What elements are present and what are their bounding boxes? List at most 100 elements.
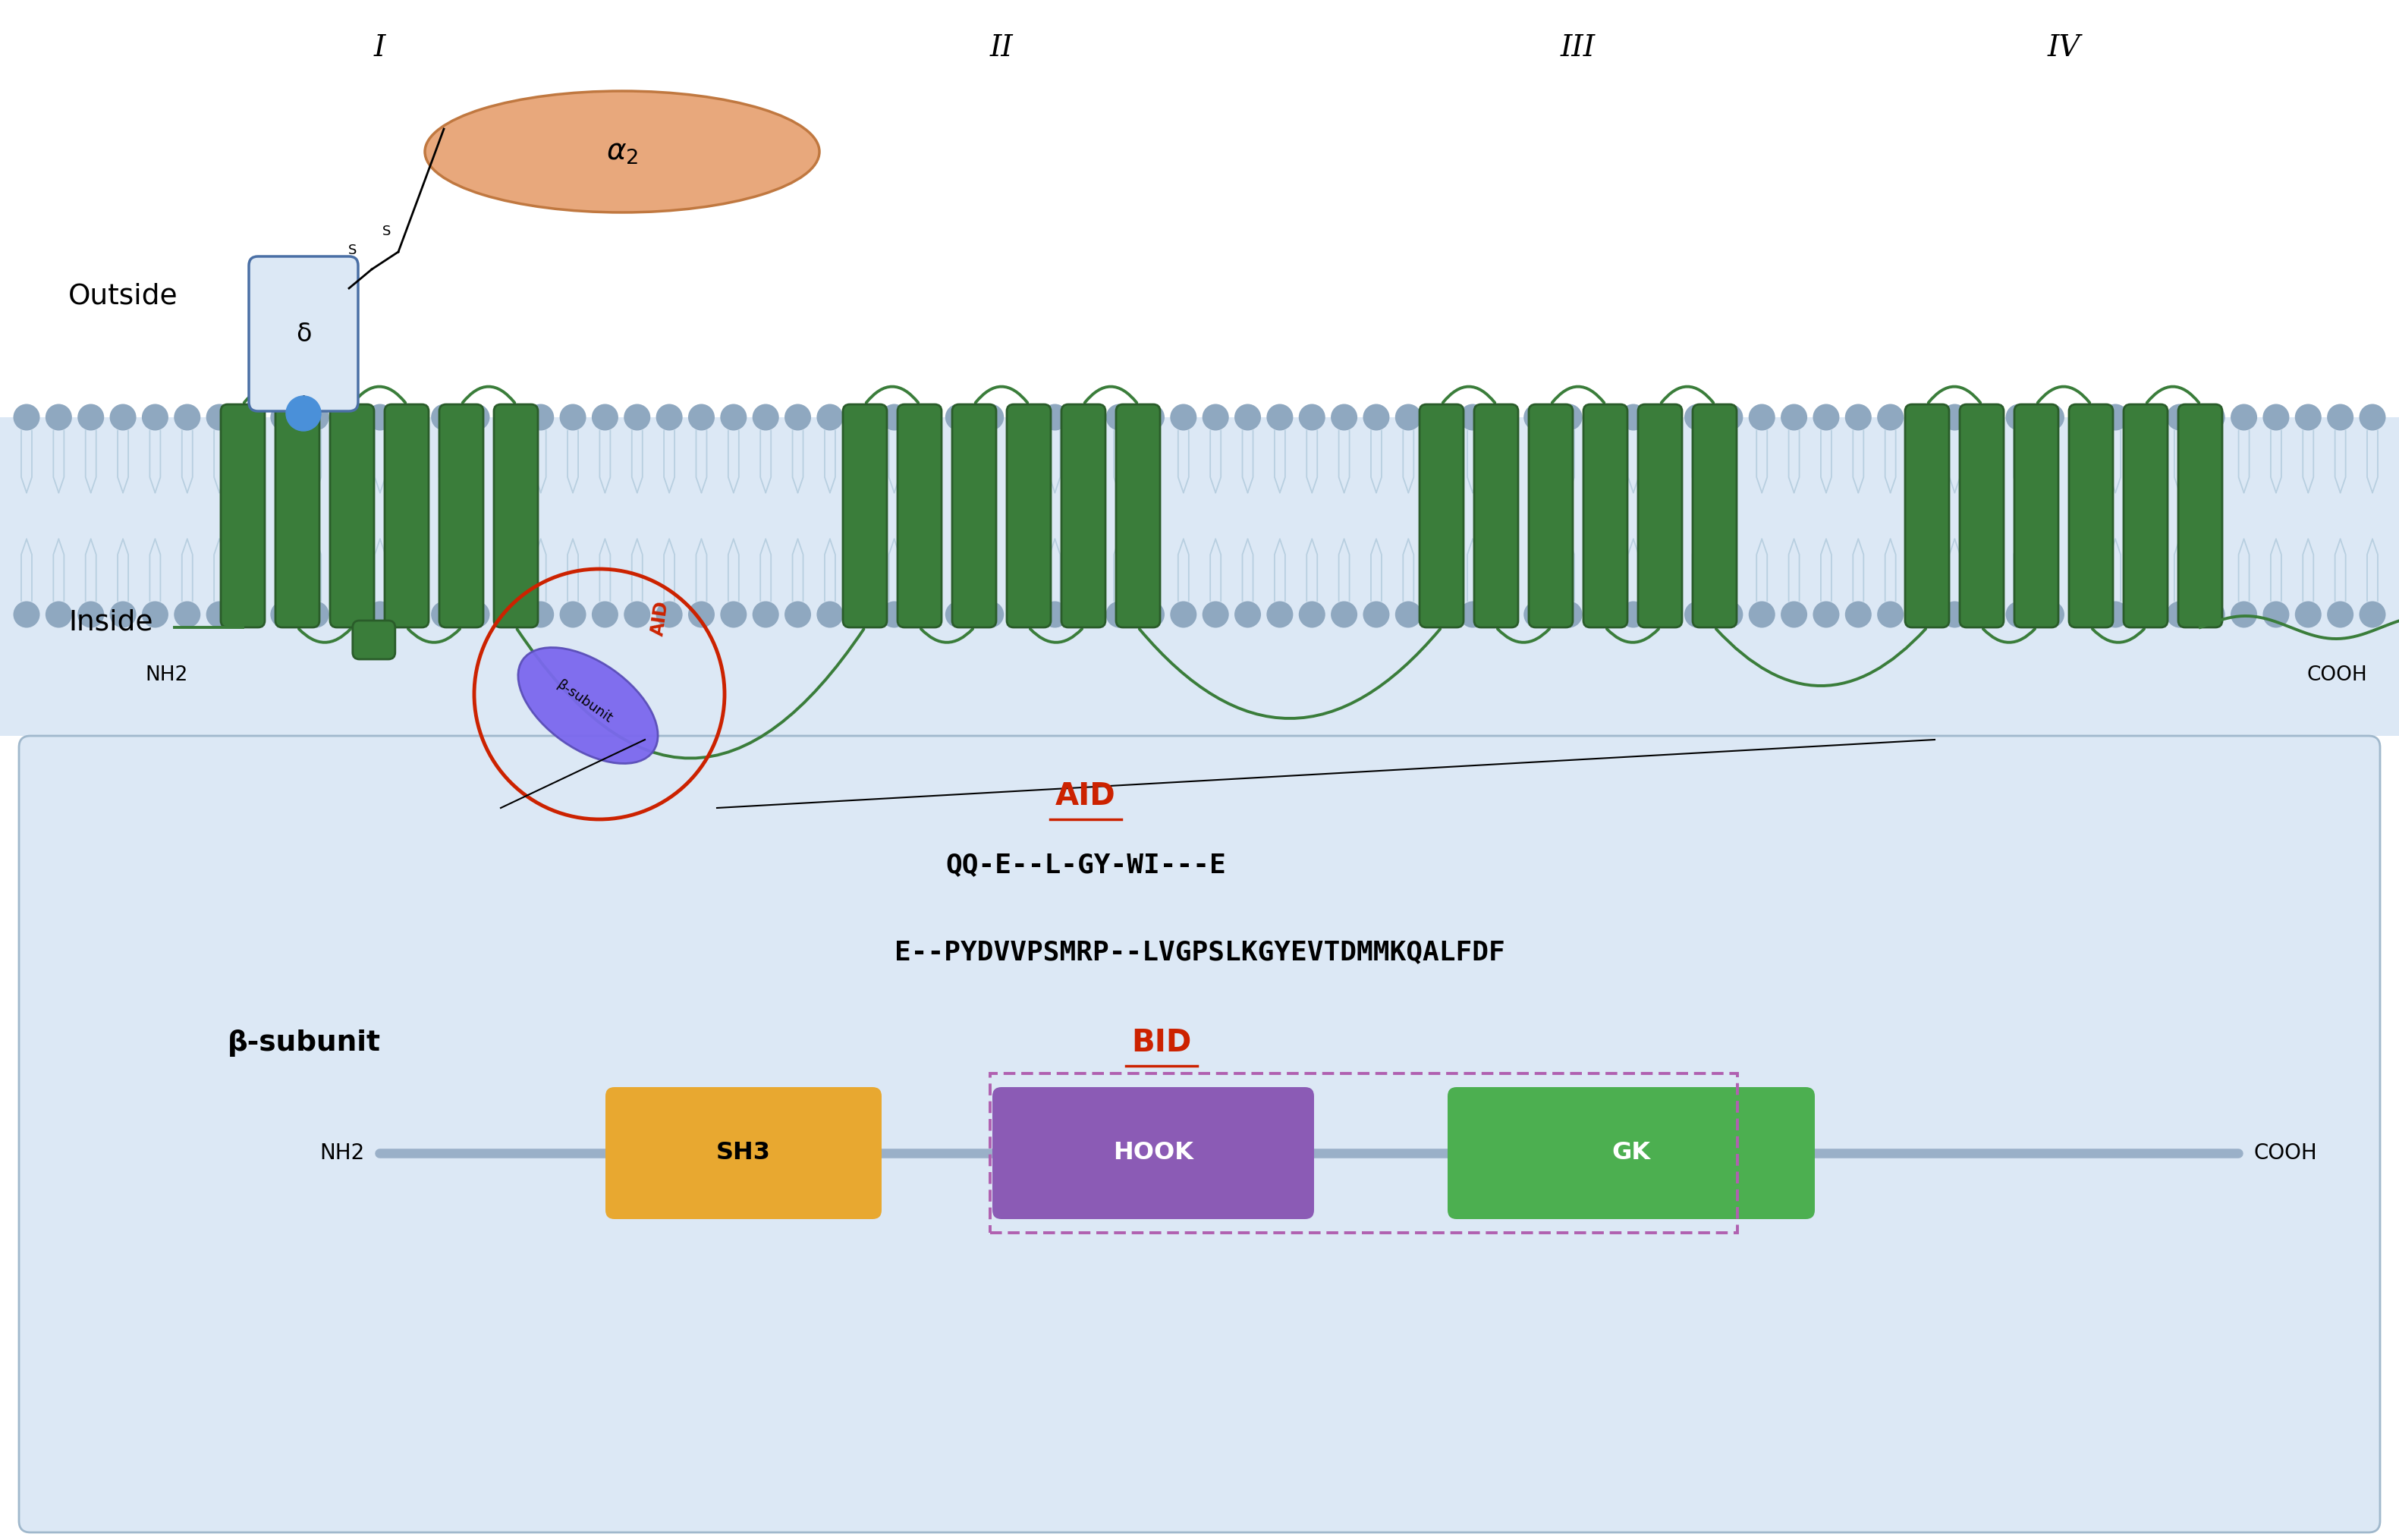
Ellipse shape bbox=[425, 91, 820, 213]
Circle shape bbox=[880, 601, 907, 628]
Bar bbox=[0, 417, 2399, 736]
Circle shape bbox=[914, 403, 940, 431]
Circle shape bbox=[1363, 403, 1389, 431]
Circle shape bbox=[175, 403, 202, 431]
Circle shape bbox=[1588, 601, 1615, 628]
Text: E--PYDVVPSMRP--LVGPSLKGYEVTDMMKQALFDF: E--PYDVVPSMRP--LVGPSLKGYEVTDMMKQALFDF bbox=[895, 939, 1504, 966]
Circle shape bbox=[367, 403, 393, 431]
Circle shape bbox=[14, 403, 41, 431]
Circle shape bbox=[2231, 403, 2257, 431]
Text: COOH: COOH bbox=[2305, 665, 2368, 685]
Circle shape bbox=[1041, 403, 1068, 431]
FancyBboxPatch shape bbox=[605, 1087, 880, 1220]
Circle shape bbox=[816, 403, 842, 431]
Circle shape bbox=[720, 601, 746, 628]
Text: III: III bbox=[1562, 34, 1595, 62]
Circle shape bbox=[494, 601, 523, 628]
Circle shape bbox=[976, 403, 1003, 431]
Circle shape bbox=[1845, 601, 1871, 628]
Circle shape bbox=[2037, 601, 2066, 628]
Text: QQ-E--L-GY-WI---E: QQ-E--L-GY-WI---E bbox=[945, 852, 1226, 878]
Circle shape bbox=[559, 403, 585, 431]
FancyBboxPatch shape bbox=[1116, 405, 1161, 627]
FancyBboxPatch shape bbox=[353, 621, 396, 659]
FancyBboxPatch shape bbox=[1060, 405, 1106, 627]
FancyBboxPatch shape bbox=[1528, 405, 1574, 627]
Circle shape bbox=[1331, 601, 1358, 628]
Circle shape bbox=[1523, 601, 1550, 628]
Circle shape bbox=[655, 601, 684, 628]
Circle shape bbox=[559, 601, 585, 628]
FancyBboxPatch shape bbox=[1473, 405, 1519, 627]
Circle shape bbox=[1137, 601, 1164, 628]
Circle shape bbox=[142, 601, 168, 628]
Text: IV: IV bbox=[2046, 34, 2080, 62]
Ellipse shape bbox=[518, 647, 657, 764]
FancyBboxPatch shape bbox=[2068, 405, 2114, 627]
FancyBboxPatch shape bbox=[1694, 405, 1737, 627]
Circle shape bbox=[1814, 601, 1840, 628]
Circle shape bbox=[1974, 601, 2001, 628]
Circle shape bbox=[689, 601, 715, 628]
FancyBboxPatch shape bbox=[19, 736, 2380, 1532]
Circle shape bbox=[1653, 403, 1679, 431]
FancyBboxPatch shape bbox=[249, 257, 357, 411]
Circle shape bbox=[2197, 601, 2224, 628]
Circle shape bbox=[1780, 403, 1806, 431]
Circle shape bbox=[1619, 403, 1646, 431]
Circle shape bbox=[593, 403, 619, 431]
Text: SH3: SH3 bbox=[717, 1141, 770, 1164]
FancyBboxPatch shape bbox=[1420, 405, 1463, 627]
Circle shape bbox=[1363, 601, 1389, 628]
Circle shape bbox=[624, 601, 650, 628]
Circle shape bbox=[46, 403, 72, 431]
Text: I: I bbox=[374, 34, 386, 62]
Circle shape bbox=[110, 601, 137, 628]
Circle shape bbox=[1396, 403, 1423, 431]
Text: δ: δ bbox=[295, 322, 312, 346]
Circle shape bbox=[206, 403, 233, 431]
Circle shape bbox=[206, 601, 233, 628]
Circle shape bbox=[142, 403, 168, 431]
Circle shape bbox=[1941, 403, 1967, 431]
Circle shape bbox=[1075, 601, 1101, 628]
Circle shape bbox=[1459, 601, 1485, 628]
Circle shape bbox=[1202, 403, 1228, 431]
Circle shape bbox=[1267, 403, 1293, 431]
Circle shape bbox=[1171, 601, 1197, 628]
Circle shape bbox=[1137, 403, 1164, 431]
Text: COOH: COOH bbox=[2253, 1143, 2317, 1164]
FancyBboxPatch shape bbox=[842, 405, 888, 627]
Text: NH2: NH2 bbox=[319, 1143, 365, 1164]
Text: HOOK: HOOK bbox=[1113, 1141, 1192, 1164]
Circle shape bbox=[914, 601, 940, 628]
Circle shape bbox=[302, 403, 329, 431]
Circle shape bbox=[1557, 403, 1583, 431]
Circle shape bbox=[2296, 601, 2322, 628]
Circle shape bbox=[1202, 601, 1228, 628]
Text: $\alpha_2$: $\alpha_2$ bbox=[607, 137, 638, 166]
Circle shape bbox=[2231, 601, 2257, 628]
Circle shape bbox=[432, 403, 458, 431]
Circle shape bbox=[880, 403, 907, 431]
Circle shape bbox=[976, 601, 1003, 628]
Circle shape bbox=[1715, 403, 1744, 431]
Circle shape bbox=[2135, 601, 2161, 628]
Text: S: S bbox=[348, 243, 357, 257]
Circle shape bbox=[1588, 403, 1615, 431]
Circle shape bbox=[1106, 403, 1132, 431]
Circle shape bbox=[1684, 601, 1710, 628]
Circle shape bbox=[945, 601, 972, 628]
Circle shape bbox=[593, 601, 619, 628]
Text: β-subunit: β-subunit bbox=[554, 678, 614, 725]
Circle shape bbox=[398, 601, 425, 628]
FancyBboxPatch shape bbox=[1008, 405, 1051, 627]
FancyBboxPatch shape bbox=[494, 405, 537, 627]
Text: β-subunit: β-subunit bbox=[228, 1029, 381, 1056]
Circle shape bbox=[1041, 601, 1068, 628]
Circle shape bbox=[816, 601, 842, 628]
FancyBboxPatch shape bbox=[2015, 405, 2058, 627]
Circle shape bbox=[1235, 601, 1262, 628]
Circle shape bbox=[1557, 601, 1583, 628]
FancyBboxPatch shape bbox=[993, 1087, 1315, 1220]
